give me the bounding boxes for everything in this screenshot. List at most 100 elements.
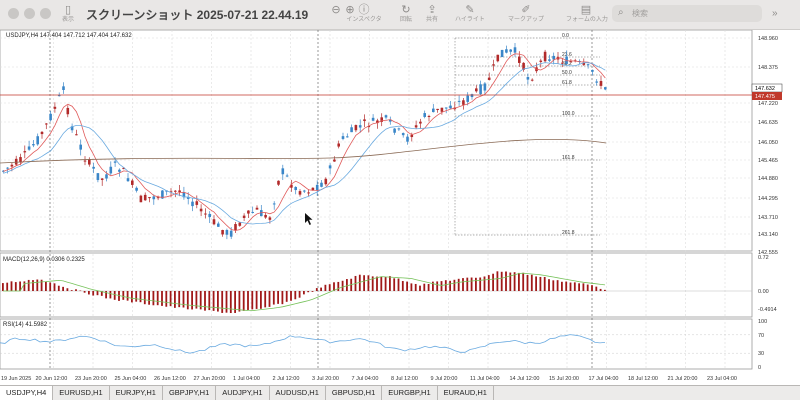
toolbar-overflow-icon[interactable]: »: [772, 8, 778, 19]
share-button[interactable]: ⇪ 共有: [412, 4, 452, 24]
candle: [401, 133, 405, 136]
fibo-level-label: 61.8: [562, 80, 572, 86]
minimize-window-button[interactable]: [24, 8, 35, 19]
zoom-window-button[interactable]: [40, 8, 51, 19]
chart-tab[interactable]: EURGBP,H1: [382, 386, 438, 400]
macd-bar: [182, 291, 185, 308]
candle: [234, 224, 237, 231]
trading-chart[interactable]: 0.0 23.6 38.2 50.0 61.8 100.0 161.8 261.8 0.72 0…: [0, 29, 800, 385]
zoom-out-button[interactable]: ⊖: [316, 4, 356, 16]
candle: [604, 87, 607, 90]
macd-bar: [6, 282, 9, 291]
macd-bar: [96, 291, 99, 296]
macd-bar: [535, 276, 537, 291]
macd-bar: [122, 291, 125, 300]
candle: [311, 187, 315, 191]
candle: [586, 64, 590, 66]
macd-bar: [518, 272, 520, 291]
candle: [45, 123, 48, 125]
zoom-in-button[interactable]: ⊕: [330, 4, 370, 16]
candle: [397, 128, 401, 130]
mouse-cursor-icon: [305, 213, 313, 225]
candle: [294, 186, 297, 191]
price-axis-label: 144.295: [758, 196, 778, 202]
candle: [255, 207, 259, 210]
candle: [122, 167, 125, 170]
candle: [367, 126, 371, 128]
candle: [32, 144, 35, 146]
macd-bar: [487, 275, 490, 291]
chart-tab[interactable]: EURAUD,H1: [438, 386, 494, 400]
candle: [346, 136, 349, 138]
inspector-button[interactable]: ⓘ インスペクタ: [344, 4, 384, 24]
macd-bar: [337, 281, 340, 291]
macd-bar: [208, 291, 211, 311]
fibo-level-label: 50.0: [562, 70, 572, 76]
candle: [384, 115, 388, 118]
macd-bar: [113, 291, 116, 300]
chart-tab[interactable]: AUDUSD,H1: [270, 386, 326, 400]
close-window-button[interactable]: [8, 8, 19, 19]
chart-canvas[interactable]: 0.0 23.6 38.2 50.0 61.8 100.0 161.8 261.8 0.72 0…: [0, 29, 800, 385]
macd-bar: [152, 291, 155, 306]
macd-bar: [126, 291, 129, 301]
chart-tab[interactable]: GBPJPY,H1: [163, 386, 217, 400]
candle: [337, 143, 340, 147]
candle: [354, 125, 358, 131]
candle: [457, 100, 461, 102]
chart-tab[interactable]: GBPUSD,H1: [326, 386, 383, 400]
candle: [333, 159, 336, 162]
candle: [217, 223, 220, 227]
macd-bar: [225, 291, 228, 313]
window-title: スクリーンショット 2025-07-21 22.44.19: [86, 8, 309, 22]
form-fill-button[interactable]: ▤ フォームの入力: [566, 4, 608, 23]
candle: [432, 108, 435, 113]
macd-bar: [561, 281, 563, 291]
candle: [281, 168, 285, 175]
price-axis-label: 143.710: [758, 215, 778, 221]
macd-bar: [62, 286, 64, 291]
candle: [79, 144, 82, 150]
highlight-icon: ✎: [465, 4, 475, 16]
chart-tab[interactable]: USDJPY,H4: [0, 386, 54, 400]
search-icon: ⌕: [618, 7, 624, 18]
chart-tab[interactable]: AUDJPY,H1: [216, 386, 270, 400]
candle: [36, 136, 39, 145]
zoom-in-icon: ⊕: [345, 4, 355, 16]
candle: [376, 120, 379, 124]
candle: [552, 55, 555, 60]
rotate-icon: ↻: [401, 4, 411, 16]
candle: [27, 146, 31, 150]
macd-bar: [143, 291, 146, 305]
macd-bar: [419, 285, 421, 291]
macd-bar: [530, 274, 533, 291]
chart-tab[interactable]: EURUSD,H1: [53, 386, 110, 400]
candle: [307, 192, 310, 194]
candle: [440, 107, 444, 112]
chart-tab-bar: USDJPY,H4 EURUSD,H1 EURJPY,H1 GBPJPY,H1 AUDJ…: [0, 385, 800, 400]
time-axis-label: 23 Jul 04:00: [707, 376, 737, 382]
macd-bar: [346, 279, 348, 291]
candle: [186, 196, 190, 199]
rotate-button[interactable]: ↻ 回転: [386, 4, 426, 24]
macd-bar: [522, 272, 525, 291]
sidebar-button[interactable]: ▯ 表示: [48, 4, 88, 24]
macd-bar: [548, 279, 550, 291]
macd-bar: [294, 291, 297, 300]
chart-tab[interactable]: EURJPY,H1: [110, 386, 163, 400]
candle: [109, 166, 113, 174]
markup-button[interactable]: ✐ マークアップ: [507, 4, 544, 23]
highlight-button[interactable]: ✎ ハイライト: [450, 4, 490, 24]
rsi-axis-label: 0: [758, 365, 761, 371]
macd-bar: [14, 282, 17, 291]
candle: [260, 210, 263, 217]
candle: [105, 174, 108, 179]
search-input[interactable]: ⌕ 検索: [612, 5, 762, 22]
macd-bar: [178, 291, 181, 308]
macd-bar: [423, 283, 426, 291]
time-axis-label: 14 Jul 12:00: [510, 376, 540, 382]
info-icon: ⓘ: [358, 4, 370, 16]
markup-icon: ✐: [521, 4, 531, 16]
candle: [444, 107, 448, 109]
candle: [96, 173, 100, 181]
